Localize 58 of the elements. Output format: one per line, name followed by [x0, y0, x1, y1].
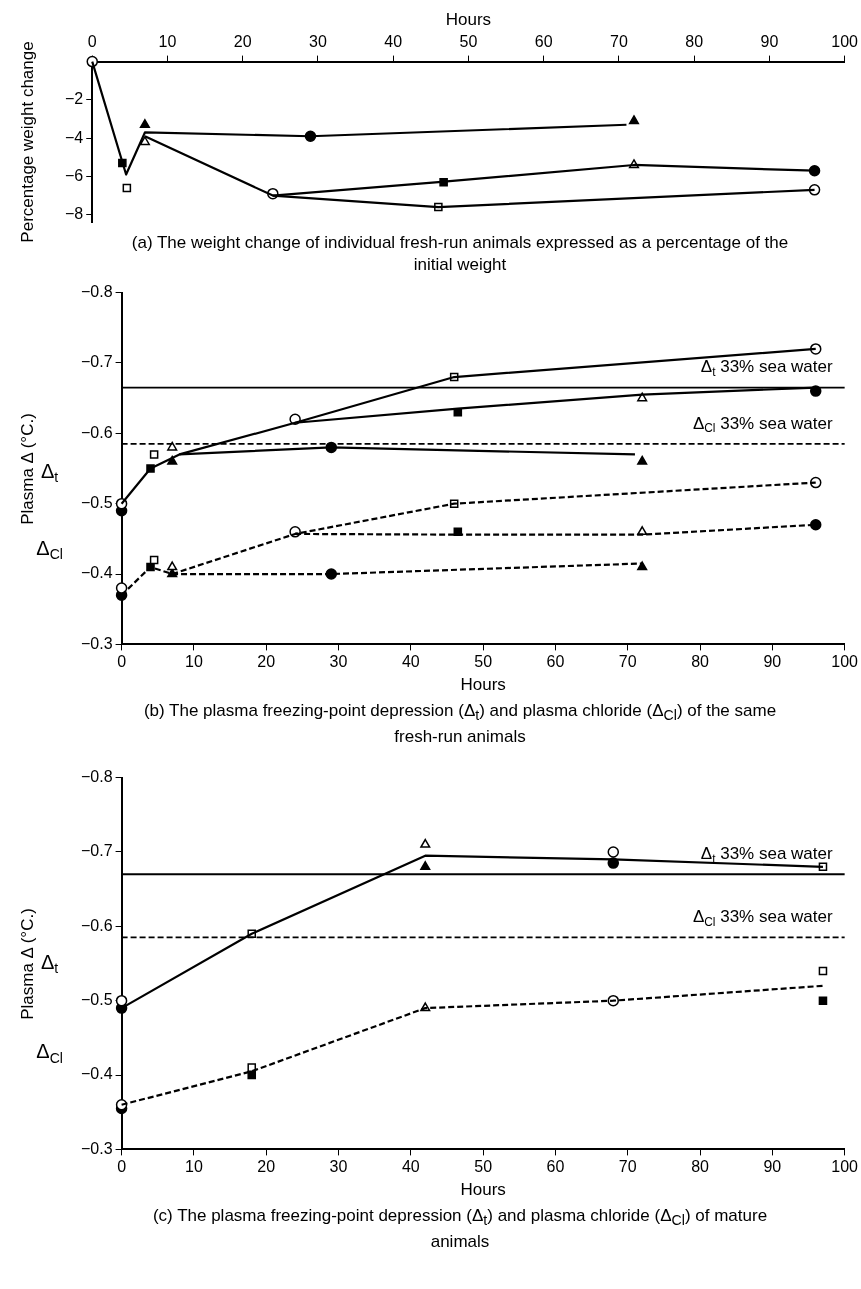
x-tick-label: 90 — [763, 653, 782, 671]
y-tick-label: −0.5 — [80, 991, 113, 1009]
y-axis-title: Percentage weight change — [18, 41, 38, 243]
x-tick-label: 30 — [329, 653, 348, 671]
x-tick-label: 70 — [610, 33, 628, 51]
x-tick-label: 90 — [763, 1158, 782, 1176]
y-tick-label: −0.4 — [80, 1065, 113, 1083]
x-tick-label: 70 — [618, 653, 637, 671]
x-tick-label: 100 — [831, 1158, 859, 1176]
y-axis-title: Plasma Δ (°C.) — [18, 412, 38, 525]
y-tick-label: −8 — [64, 205, 84, 223]
x-tick-label: 100 — [831, 33, 859, 51]
x-tick-label: 100 — [831, 653, 859, 671]
x-axis-title: Hours — [460, 675, 506, 695]
x-tick-label: 60 — [546, 653, 565, 671]
y-tick-label: −0.6 — [80, 916, 113, 934]
x-tick-label: 50 — [474, 653, 493, 671]
y-tick-label: −2 — [64, 90, 84, 108]
x-tick-label: 80 — [691, 1158, 710, 1176]
x-tick-label: 40 — [401, 1158, 420, 1176]
chart-title: (c) The plasma freezing-point depression (Δ$_{t}$) and plasma chloride (Δ$_{Cl}$) of mature animals — [152, 1206, 768, 1252]
x-tick-label: 60 — [546, 1158, 565, 1176]
y-tick-label: −0.3 — [80, 1139, 113, 1157]
x-tick-label: 20 — [257, 1158, 276, 1176]
y-tick-label: −0.7 — [80, 842, 113, 860]
x-tick-label: 20 — [257, 653, 276, 671]
x-tick-label: 60 — [534, 33, 553, 51]
x-tick-label: 80 — [685, 33, 704, 51]
x-tick-label: 90 — [760, 33, 779, 51]
x-tick-label: 50 — [459, 33, 478, 51]
x-tick-label: 40 — [384, 33, 403, 51]
x-tick-label: 0 — [117, 1158, 127, 1176]
y-tick-label: −0.4 — [80, 564, 113, 582]
x-axis-title: Hours — [460, 1180, 506, 1200]
x-tick-label: 10 — [184, 1158, 203, 1176]
y-tick-label: −0.6 — [80, 423, 113, 441]
x-tick-label: 0 — [117, 653, 127, 671]
text: (a) The weight change of individual fresh-run animals expressed as a percentage of the initial weight — [130, 232, 790, 276]
y-axis-title: Plasma Δ (°C.) — [18, 907, 38, 1020]
y-tick-label: −0.3 — [80, 634, 113, 652]
x-tick-label: 10 — [158, 33, 177, 51]
y-tick-label: −0.8 — [80, 283, 113, 301]
x-tick-label: 40 — [401, 653, 420, 671]
x-tick-label: 30 — [329, 1158, 348, 1176]
x-tick-label: 10 — [184, 653, 203, 671]
y-tick-label: −0.8 — [80, 768, 113, 786]
x-tick-label: 50 — [474, 1158, 493, 1176]
chart-title: (b) The plasma freezing-point depression (Δ$_{t}$) and plasma chloride (Δ$_{Cl}$) of the same fresh-run animals — [143, 701, 777, 747]
x-tick-label: 80 — [691, 653, 710, 671]
y-tick-label: −6 — [64, 166, 84, 184]
y-tick-label: −0.5 — [80, 494, 113, 512]
x-tick-label: 0 — [87, 33, 97, 51]
x-tick-label: 70 — [618, 1158, 637, 1176]
x-tick-label: 30 — [309, 33, 327, 51]
y-tick-label: −4 — [64, 128, 84, 146]
y-tick-label: −0.7 — [80, 353, 113, 371]
x-tick-label: 20 — [233, 33, 252, 51]
x-axis-title: Hours — [445, 9, 492, 29]
